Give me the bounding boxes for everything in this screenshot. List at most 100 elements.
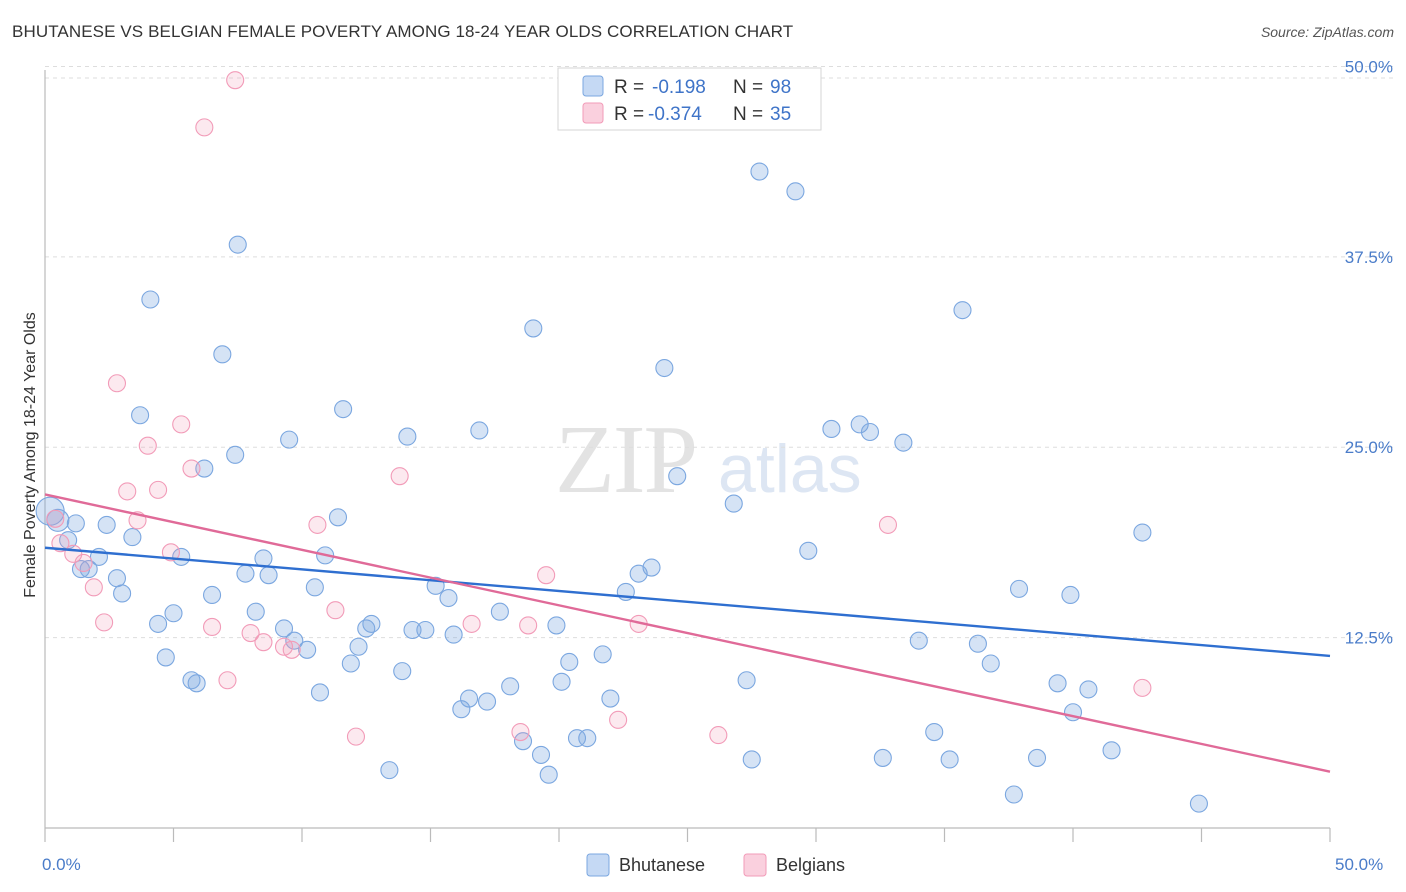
point-bhutanese	[213, 345, 232, 364]
point-bhutanese	[107, 569, 127, 588]
point-bhutanese	[398, 427, 417, 446]
point-bhutanese	[341, 654, 360, 673]
x-tick-label-min: 0.0%	[42, 855, 81, 874]
bottom-legend: Bhutanese Belgians	[586, 853, 845, 877]
point-bhutanese	[850, 415, 869, 434]
point-belgians	[254, 633, 273, 652]
point-bhutanese	[226, 445, 245, 464]
point-belgians	[709, 726, 728, 745]
series-bhutanese-points	[35, 162, 1208, 813]
point-bhutanese	[894, 433, 913, 452]
point-belgians	[118, 482, 137, 501]
point-belgians	[462, 614, 481, 633]
point-bhutanese	[655, 358, 674, 378]
point-bhutanese	[228, 235, 247, 254]
point-belgians	[878, 515, 898, 534]
source-label: Source: ZipAtlas.com	[1260, 24, 1394, 40]
point-bhutanese	[164, 604, 183, 623]
gridlines	[45, 65, 1395, 639]
point-bhutanese	[123, 528, 142, 547]
point-belgians	[390, 467, 409, 486]
y-tick-label: 12.5%	[1345, 629, 1393, 648]
point-bhutanese	[490, 602, 509, 621]
point-belgians	[74, 553, 93, 573]
y-tick-label: 37.5%	[1345, 248, 1393, 267]
point-bhutanese	[909, 631, 928, 650]
legend-swatch-belgians	[582, 102, 604, 124]
point-belgians	[138, 436, 157, 455]
point-belgians	[519, 616, 538, 635]
point-bhutanese	[750, 162, 769, 181]
point-bhutanese	[1009, 579, 1029, 598]
point-bhutanese	[567, 729, 587, 748]
point-bhutanese	[552, 672, 571, 691]
point-belgians	[203, 617, 222, 637]
point-bhutanese	[393, 662, 412, 681]
point-bhutanese	[1102, 741, 1121, 760]
point-bhutanese	[362, 614, 381, 633]
point-belgians	[172, 415, 191, 434]
point-bhutanese	[1133, 523, 1152, 542]
point-bhutanese	[236, 564, 255, 583]
point-bhutanese	[259, 566, 278, 585]
point-bhutanese	[737, 671, 756, 690]
trendlines	[44, 493, 1331, 773]
point-bhutanese	[1027, 748, 1047, 767]
y-tick-labels: 12.5% 25.0% 37.5% 50.0%	[1345, 57, 1393, 647]
point-bhutanese	[416, 620, 435, 640]
point-bhutanese	[380, 761, 399, 780]
point-bhutanese	[601, 689, 620, 708]
point-bhutanese	[940, 750, 959, 769]
point-bhutanese	[131, 406, 150, 425]
point-bhutanese	[742, 750, 761, 769]
point-bhutanese	[305, 578, 324, 597]
x-ticks	[44, 828, 1331, 842]
bottom-legend-label-bhutanese: Bhutanese	[619, 855, 705, 875]
chart-title: BHUTANESE VS BELGIAN FEMALE POVERTY AMON…	[12, 22, 794, 41]
legend-r-value-bhutanese: -0.198	[652, 77, 706, 98]
watermark-zip: ZIP	[555, 406, 696, 514]
point-bhutanese	[822, 419, 841, 439]
watermark-atlas: atlas	[718, 431, 862, 507]
point-bhutanese	[470, 421, 489, 440]
bottom-legend-label-belgians: Belgians	[776, 855, 845, 875]
point-bhutanese	[873, 748, 892, 767]
point-belgians	[149, 480, 168, 499]
point-bhutanese	[274, 619, 294, 638]
legend-swatch-bhutanese	[582, 75, 604, 97]
point-bhutanese	[141, 290, 160, 309]
point-belgians	[537, 566, 556, 585]
trendline-bhutanese	[44, 546, 1331, 658]
point-bhutanese	[172, 547, 191, 566]
trendline-belgians	[44, 493, 1331, 773]
point-bhutanese	[981, 654, 1000, 673]
point-bhutanese	[547, 616, 566, 635]
point-bhutanese	[860, 422, 880, 442]
y-tick-label: 25.0%	[1345, 438, 1393, 457]
point-bhutanese	[66, 514, 85, 533]
point-bhutanese	[156, 648, 175, 667]
stats-legend: R = -0.198 N = 98 R = -0.374 N = 35	[557, 67, 822, 131]
point-bhutanese	[724, 494, 743, 513]
point-bhutanese	[246, 602, 265, 621]
point-bhutanese	[477, 692, 497, 711]
point-bhutanese	[195, 459, 214, 478]
point-bhutanese	[799, 541, 818, 560]
point-bhutanese	[560, 652, 579, 672]
point-bhutanese	[187, 674, 206, 693]
x-tick-label-max: 50.0%	[1335, 855, 1383, 874]
point-belgians	[182, 459, 201, 478]
point-bhutanese	[113, 584, 132, 603]
point-bhutanese	[182, 671, 201, 690]
point-bhutanese	[444, 625, 463, 644]
legend-r-label-bhutanese: R =	[614, 77, 644, 98]
point-bhutanese	[203, 585, 222, 605]
point-belgians	[226, 71, 245, 90]
point-bhutanese	[1004, 785, 1023, 804]
point-bhutanese	[149, 614, 168, 633]
point-belgians	[282, 640, 301, 659]
y-tick-label: 50.0%	[1345, 57, 1393, 76]
point-bhutanese	[668, 467, 687, 486]
point-bhutanese	[439, 588, 458, 608]
